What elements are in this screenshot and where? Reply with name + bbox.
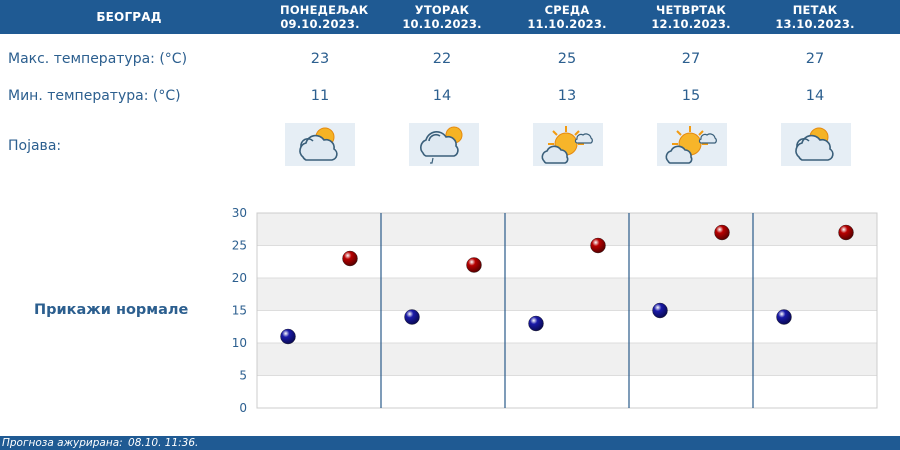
day-date: 10.10.2023. [402, 17, 482, 31]
max-temp-value: 23 [310, 51, 330, 67]
min-temp-point [528, 315, 544, 332]
min-temp-point [776, 309, 792, 325]
cloud-rain-sun-icon [409, 123, 479, 166]
y-tick-label: 0 [239, 401, 247, 415]
chart-band [257, 375, 877, 408]
y-tick-label: 30 [232, 206, 247, 220]
sun-cloud-icon [657, 123, 727, 166]
chart-band [257, 278, 877, 311]
max-temp-point [714, 224, 730, 241]
min-temp-value: 13 [557, 88, 577, 104]
day-date: 09.10.2023. [280, 17, 360, 31]
forecast-header: БЕОГРАД ПОНЕДЕЉАК 09.10.2023. УТОРАК 10.… [0, 0, 900, 34]
updated-label: Прогноза ажурирана: [2, 437, 123, 449]
day-name: ПОНЕДЕЉАК [280, 3, 369, 17]
day-column-header: СРЕДА 11.10.2023. [527, 0, 607, 34]
update-footer: Прогноза ажурирана: 08.10. 11:36. [0, 436, 900, 450]
y-tick-label: 15 [232, 304, 247, 318]
day-date: 13.10.2023. [775, 17, 855, 31]
y-tick-label: 5 [239, 369, 247, 383]
sun-cloud-icon [533, 123, 603, 166]
max-temp-value: 27 [681, 51, 701, 67]
chart-frame [256, 212, 878, 409]
min-temp-value: 11 [310, 88, 330, 104]
min-temp-value: 14 [805, 88, 825, 104]
day-name: ПЕТАК [792, 3, 838, 17]
day-column-header: ПЕТАК 13.10.2023. [775, 0, 855, 34]
max-temp-value: 25 [557, 51, 577, 67]
show-normals-link[interactable]: Прикажи нормале [34, 302, 189, 318]
chart-band [257, 343, 877, 376]
day-date: 12.10.2023. [651, 17, 731, 31]
min-temp-value: 14 [432, 88, 452, 104]
max-temp-label: Макс. температура: (°C) [8, 51, 188, 67]
y-tick-label: 25 [232, 239, 247, 253]
day-column-header: ЧЕТВРТАК 12.10.2023. [651, 0, 731, 34]
y-tick-label: 10 [232, 336, 247, 350]
day-name: УТОРАК [414, 3, 470, 17]
min-temp-point [652, 302, 668, 319]
max-temp-point [342, 250, 358, 267]
partly-cloudy-icon [781, 123, 851, 166]
updated-time: 08.10. 11:36. [128, 437, 199, 449]
day-date: 11.10.2023. [527, 17, 607, 31]
max-temp-value: 22 [432, 51, 452, 67]
chart-band [257, 245, 877, 278]
max-temp-point [838, 224, 854, 241]
min-temp-point [404, 309, 420, 325]
day-name: ЧЕТВРТАК [656, 3, 726, 17]
day-column-header: ПОНЕДЕЉАК 09.10.2023. [280, 0, 369, 34]
partly-cloudy-icon [285, 123, 355, 166]
min-temp-point [280, 328, 296, 345]
day-name: СРЕДА [544, 3, 590, 17]
city-name: БЕОГРАД [96, 10, 162, 24]
max-temp-point [466, 257, 482, 273]
min-temp-label: Мин. температура: (°C) [8, 88, 181, 104]
y-tick-label: 20 [232, 271, 247, 285]
max-temp-point [590, 237, 606, 254]
min-temp-value: 15 [681, 88, 701, 104]
chart-band [257, 213, 877, 246]
day-column-header: УТОРАК 10.10.2023. [402, 0, 482, 34]
phenomenon-label: Појава: [8, 138, 62, 154]
max-temp-value: 27 [805, 51, 825, 67]
chart-band [257, 310, 877, 343]
